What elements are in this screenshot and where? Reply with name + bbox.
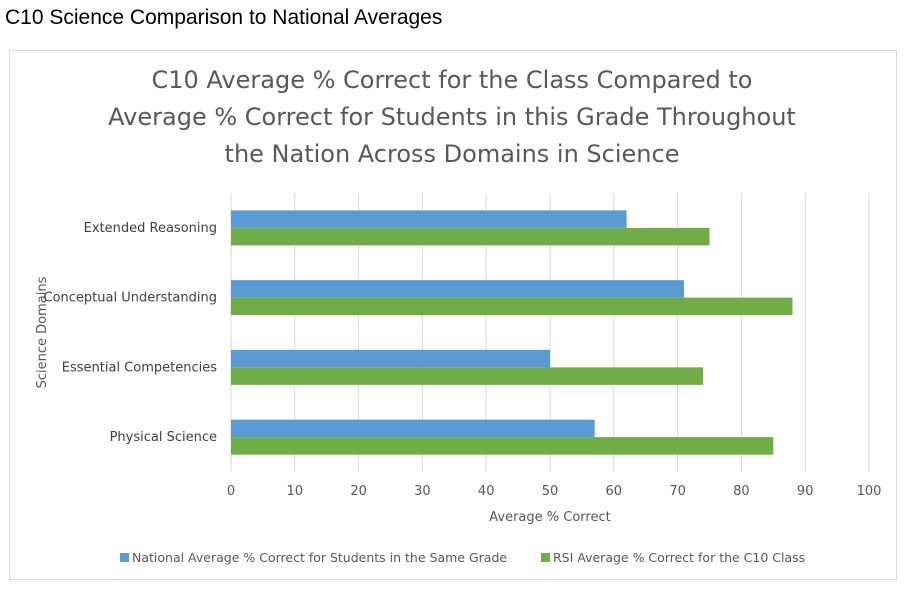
y-category-label: Conceptual Understanding <box>44 291 218 306</box>
x-tick-label-30: 30 <box>414 484 431 499</box>
legend-label-1: RSI Average % Correct for the C10 Class <box>553 550 805 565</box>
page-heading: C10 Science Comparison to National Avera… <box>5 6 443 29</box>
bar-national-3 <box>231 419 595 438</box>
bar-national-2 <box>231 349 550 368</box>
x-tick-label-70: 70 <box>669 484 686 499</box>
x-tick-label-40: 40 <box>478 484 495 499</box>
x-tick-label-60: 60 <box>606 484 623 499</box>
bar-class-1 <box>231 297 793 316</box>
chart-title-line-3: the Nation Across Domains in Science <box>224 140 680 168</box>
bar-national-0 <box>231 210 627 228</box>
bar-national-1 <box>231 280 684 298</box>
x-tick-label-20: 20 <box>350 484 367 499</box>
y-category-label: Extended Reasoning <box>84 221 217 236</box>
x-tick-label-0: 0 <box>227 484 235 499</box>
legend-swatch-1 <box>541 553 550 562</box>
bar-class-3 <box>231 437 774 455</box>
legend-swatch-0 <box>120 553 129 562</box>
chart-title-line-1: C10 Average % Correct for the Class Comp… <box>151 66 753 94</box>
chart-title: C10 Average % Correct for the Class Comp… <box>0 62 904 173</box>
y-category-label: Physical Science <box>110 430 217 445</box>
y-category-label: Essential Competencies <box>62 360 217 375</box>
x-axis-title: Average % Correct <box>489 510 610 525</box>
x-tick-label-10: 10 <box>287 484 304 499</box>
x-tick-label-100: 100 <box>857 484 882 499</box>
chart-title-line-2: Average % Correct for Students in this G… <box>108 103 796 131</box>
bar-class-2 <box>231 367 704 385</box>
bar-class-0 <box>231 227 710 246</box>
x-tick-label-80: 80 <box>733 484 750 499</box>
y-axis-title: Science Domains <box>35 276 50 388</box>
x-tick-label-90: 90 <box>797 484 814 499</box>
x-tick-label-50: 50 <box>542 484 559 499</box>
legend-label-0: National Average % Correct for Students … <box>132 550 507 565</box>
